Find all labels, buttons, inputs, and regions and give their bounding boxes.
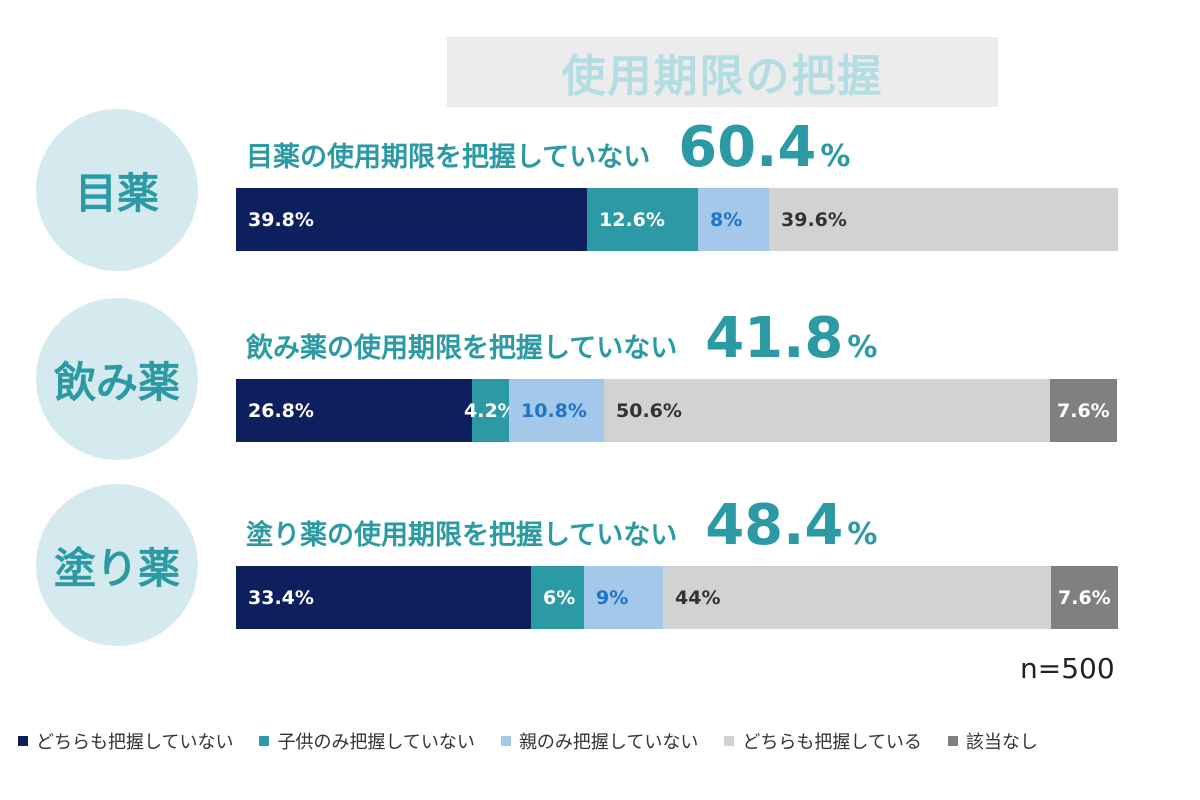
bar-segment [509,379,604,442]
data-label: 39.8% [248,208,314,231]
bar-segment [531,566,584,629]
category-label: 塗り薬 [53,543,180,593]
row-headline-value: 48.4 [705,493,844,558]
category-circle-topical-medicine: 塗り薬 [36,484,198,646]
bar-segment [236,566,531,629]
legend-item: どちらも把握していない [18,728,233,754]
data-label: 7.6% [1057,399,1110,422]
bar-segment [472,379,509,442]
data-label: 4.2% [464,399,517,422]
data-label: 6% [543,586,576,609]
legend-label: 該当なし [965,732,1038,753]
stacked-bar: 26.8% 4.2% 10.8% 50.6% 7.6% [236,379,1118,442]
bar-segment [604,379,1050,442]
data-label: 26.8% [248,399,314,422]
row-headline-unit: % [820,139,851,174]
row-headline-unit: % [847,330,878,365]
legend-item: 親のみ把握していない [500,728,699,754]
bar-segment [236,188,587,251]
title-banner: 使用期限の把握 [447,37,998,107]
legend-label: 親のみ把握していない [518,732,699,753]
legend-swatch [500,736,511,746]
legend-swatch [724,736,735,746]
row-heading: 塗り薬の使用期限を把握していない 48.4 % [246,493,877,558]
bar-segment [584,566,663,629]
legend-label: どちらも把握していない [36,732,234,753]
legend: どちらも把握していない 子供のみ把握していない 親のみ把握していない どちらも把握して… [18,728,1064,754]
chart-title: 使用期限の把握 [561,51,884,102]
bar-segment [1051,566,1118,629]
legend-label: 子供のみ把握していない [277,732,475,753]
category-label: 目薬 [74,168,159,218]
category-circle-oral-medicine: 飲み薬 [36,298,198,460]
row-heading: 飲み薬の使用期限を把握していない 41.8 % [246,306,877,371]
data-label: 33.4% [248,586,314,609]
category-label: 飲み薬 [53,357,180,407]
data-label: 7.6% [1058,586,1111,609]
row-heading-text: 目薬の使用期限を把握していない [246,142,651,173]
data-label: 12.6% [599,208,665,231]
legend-label: どちらも把握している [742,732,922,753]
data-label: 39.6% [781,208,847,231]
bar-segment [587,188,698,251]
bar-segment [663,566,1051,629]
sample-size-note: n=500 [1020,652,1115,685]
row-heading: 目薬の使用期限を把握していない 60.4 % [246,115,850,180]
row-headline-value: 60.4 [678,115,817,180]
legend-item: どちらも把握している [724,728,922,754]
row-heading-text: 飲み薬の使用期限を把握していない [246,333,678,364]
data-label: 8% [710,208,743,231]
stacked-bar: 33.4% 6% 9% 44% 7.6% [236,566,1118,629]
legend-swatch [259,736,270,746]
bar-segment [698,188,769,251]
data-label: 50.6% [616,399,682,422]
bar-segment [769,188,1118,251]
category-circle-eye-drops: 目薬 [36,109,198,271]
legend-swatch [947,736,958,746]
bar-segment [236,379,472,442]
data-label: 9% [596,586,629,609]
data-label: 10.8% [521,399,587,422]
data-label: 44% [675,586,721,609]
stacked-bar: 39.8% 12.6% 8% 39.6% [236,188,1118,251]
row-headline-unit: % [847,517,878,552]
row-headline-value: 41.8 [705,306,844,371]
legend-swatch [18,736,28,746]
legend-item: 子供のみ把握していない [259,728,475,754]
bar-segment [1050,379,1117,442]
legend-item: 該当なし [947,728,1038,754]
row-heading-text: 塗り薬の使用期限を把握していない [246,520,678,551]
